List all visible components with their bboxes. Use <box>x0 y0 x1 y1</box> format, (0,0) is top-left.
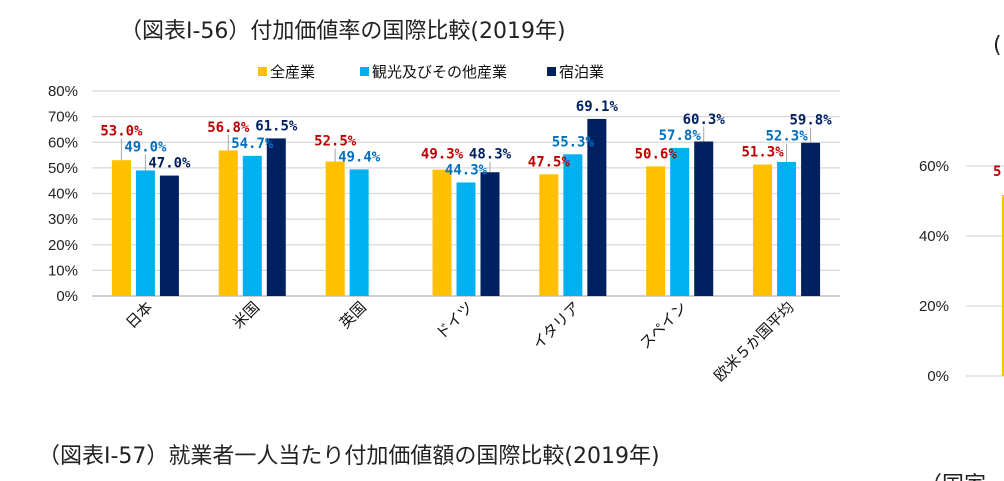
bar <box>646 166 666 296</box>
data-label: 54.7% <box>231 136 274 152</box>
right-chart-data-label: 5 <box>993 164 1001 180</box>
bar <box>218 150 238 296</box>
y-tick-label: 30% <box>48 211 78 228</box>
data-label: 52.3% <box>765 129 808 145</box>
right-chart-title-fragment: ( <box>993 33 1002 58</box>
bar <box>670 147 690 296</box>
legend-label: 宿泊業 <box>559 63 604 81</box>
legend-swatch <box>258 67 267 76</box>
category-label: ドイツ <box>432 298 477 343</box>
y-tick-label: 80% <box>48 83 78 100</box>
data-label: 69.1% <box>576 99 619 115</box>
data-label: 47.0% <box>148 156 191 172</box>
data-label: 50.6% <box>635 146 678 162</box>
y-tick-label: 20% <box>48 237 78 254</box>
data-label: 59.8% <box>789 113 832 129</box>
category-label: 欧米５か国平均 <box>710 298 797 385</box>
data-label: 55.3% <box>552 134 595 150</box>
legend-swatch <box>547 67 556 76</box>
data-label: 51.3% <box>741 145 784 161</box>
legend-label: 観光及びその他産業 <box>372 63 507 81</box>
right-y-tick-label: 0% <box>927 368 949 385</box>
y-tick-label: 50% <box>48 160 78 177</box>
bar <box>563 154 583 296</box>
bar <box>777 161 797 296</box>
data-label: 52.5% <box>314 133 357 149</box>
bar <box>432 169 452 296</box>
right-chart-gridlines: 0% 20% 40% 60% <box>919 158 1004 385</box>
data-label: 57.8% <box>659 128 702 144</box>
data-label: 60.3% <box>683 112 726 128</box>
data-label: 61.5% <box>255 118 298 134</box>
chart-title: （図表Ⅰ-56）付加価値率の国際比較(2019年) <box>120 19 566 44</box>
data-label: 48.3% <box>469 146 512 162</box>
data-label: 49.4% <box>338 149 381 165</box>
bar <box>456 182 476 296</box>
bar <box>159 175 179 296</box>
right-chart-bar <box>1002 195 1004 376</box>
right-y-tick-label: 40% <box>919 228 949 245</box>
category-label: イタリア <box>529 298 584 353</box>
bar <box>325 161 345 296</box>
bar <box>801 142 821 296</box>
category-labels: 日本 米国 英国 ドイツ イタリア スペイン 欧米５か国平均 <box>122 298 797 385</box>
y-tick-label: 60% <box>48 134 78 151</box>
category-label: 英国 <box>336 298 370 332</box>
legend: 全産業 観光及びその他産業 宿泊業 <box>258 63 604 81</box>
bar <box>753 164 773 296</box>
data-label: 53.0% <box>100 124 143 140</box>
y-tick-label: 70% <box>48 109 78 126</box>
bar <box>135 170 155 296</box>
data-label: 49.3% <box>421 146 464 162</box>
data-labels: 47.0%49.0%53.0% 54.7%56.8% 61.5% 49.4%52.5%… <box>100 99 832 179</box>
bar <box>111 160 131 296</box>
y-tick-label: 10% <box>48 262 78 279</box>
category-label: 日本 <box>122 298 156 332</box>
data-label: 47.5% <box>528 154 571 170</box>
category-label: 米国 <box>229 298 263 332</box>
bar <box>694 141 714 296</box>
data-label: 44.3% <box>445 162 488 178</box>
bar <box>480 172 500 296</box>
right-y-tick-label: 20% <box>919 298 949 315</box>
next-chart-title: （図表Ⅰ-57）就業者一人当たり付加価値額の国際比較(2019年) <box>38 444 660 469</box>
bar <box>266 138 286 296</box>
bar <box>349 169 369 296</box>
bar <box>539 174 559 296</box>
legend-swatch <box>360 67 369 76</box>
bar <box>587 118 607 297</box>
y-tick-label: 40% <box>48 186 78 203</box>
category-label: スペイン <box>636 298 690 352</box>
bars <box>111 118 821 297</box>
y-tick-label: 0% <box>56 288 78 305</box>
right-chart-bottom-fragment: （国家 <box>920 473 986 481</box>
bar <box>242 155 262 296</box>
data-label: 56.8% <box>207 120 250 136</box>
right-y-tick-label: 60% <box>919 158 949 175</box>
data-label: 49.0% <box>124 140 167 156</box>
legend-label: 全産業 <box>270 63 315 81</box>
